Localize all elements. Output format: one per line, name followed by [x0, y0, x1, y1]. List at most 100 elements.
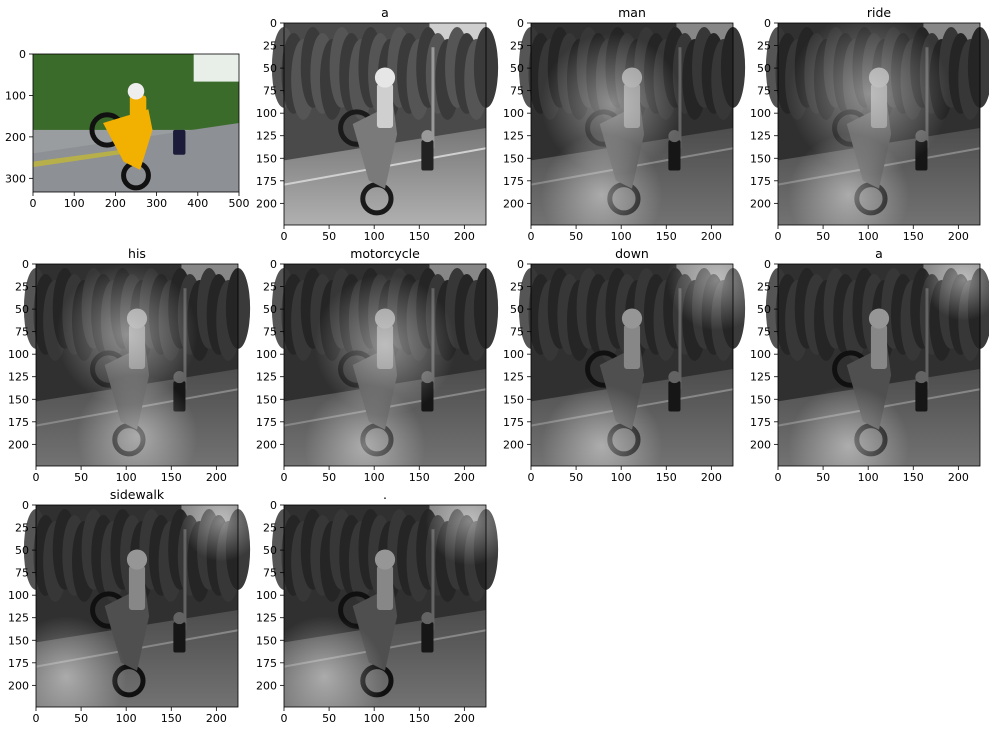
y-tick-label: 150	[256, 393, 277, 406]
y-tick-label: 25	[15, 522, 29, 535]
y-tick-label: 125	[750, 130, 771, 143]
x-tick-label: 300	[146, 197, 167, 210]
y-tick-label: 50	[510, 303, 524, 316]
y-tick-label: 25	[510, 281, 524, 294]
y-tick-label: 200	[5, 131, 26, 144]
y-tick-label: 75	[263, 567, 277, 580]
y-tick-label: 100	[8, 348, 29, 361]
attention-panel: down 0 50 100 150 200 0 25 50 75 100 125 150 175 200	[503, 229, 768, 507]
x-tick-label: 400	[187, 197, 208, 210]
y-tick-label: 150	[503, 152, 524, 165]
y-tick-label: 150	[256, 634, 277, 647]
y-tick-label: 100	[503, 348, 524, 361]
y-tick-label: 0	[270, 258, 277, 271]
y-tick-label: 175	[256, 416, 277, 429]
panel-title: sidewalk	[110, 487, 165, 502]
y-tick-label: 125	[750, 371, 771, 384]
y-tick-label: 150	[750, 393, 771, 406]
x-tick-label: 50	[74, 712, 88, 725]
y-tick-label: 200	[750, 438, 771, 451]
y-tick-label: 75	[15, 326, 29, 339]
x-tick-label: 200	[454, 712, 475, 725]
y-tick-label: 50	[757, 62, 771, 75]
y-tick-label: 100	[750, 348, 771, 361]
attention-panel: a 0 50 100 150 200 0 25 50 75 100 125 150 175 200	[256, 5, 499, 243]
y-tick-label: 200	[8, 679, 29, 692]
x-tick-label: 50	[569, 230, 583, 243]
y-tick-label: 75	[510, 326, 524, 339]
x-tick-label: 150	[903, 230, 924, 243]
y-tick-label: 125	[256, 130, 277, 143]
y-tick-label: 0	[764, 17, 771, 30]
y-tick-label: 175	[256, 657, 277, 670]
x-tick-label: 0	[281, 712, 288, 725]
y-tick-label: 200	[256, 679, 277, 692]
attention-panel: sidewalk 0 50 100 150 200 0 25 50 75 100 125 150 175 2…	[5, 480, 263, 730]
y-tick-label: 200	[750, 197, 771, 210]
y-tick-label: 200	[256, 438, 277, 451]
y-tick-label: 50	[15, 544, 29, 557]
x-tick-label: 150	[409, 471, 430, 484]
y-tick-label: 50	[263, 303, 277, 316]
y-tick-label: 25	[510, 40, 524, 53]
panel-title: a	[875, 246, 883, 261]
attention-panel: . 0 50 100 150 200 0 25 50 75 100 125 150 175 200	[256, 476, 515, 730]
x-tick-label: 50	[74, 471, 88, 484]
y-tick-label: 0	[22, 258, 29, 271]
y-tick-label: 100	[256, 107, 277, 120]
x-tick-label: 150	[656, 230, 677, 243]
x-tick-label: 200	[206, 471, 227, 484]
y-tick-label: 75	[510, 85, 524, 98]
y-tick-label: 100	[8, 589, 29, 602]
y-tick-label: 150	[503, 393, 524, 406]
y-tick-label: 25	[263, 281, 277, 294]
y-tick-label: 100	[256, 348, 277, 361]
panel-title: man	[618, 5, 646, 20]
y-tick-label: 75	[757, 326, 771, 339]
y-tick-label: 0	[764, 258, 771, 271]
x-tick-label: 200	[206, 712, 227, 725]
y-tick-label: 50	[15, 303, 29, 316]
panel-title: motorcycle	[350, 246, 420, 261]
x-tick-label: 500	[229, 197, 250, 210]
x-tick-label: 100	[116, 712, 137, 725]
y-tick-label: 150	[8, 634, 29, 647]
y-tick-label: 50	[263, 544, 277, 557]
y-tick-label: 0	[517, 17, 524, 30]
x-tick-label: 150	[903, 471, 924, 484]
panel-title: down	[615, 246, 649, 261]
x-tick-label: 100	[611, 471, 632, 484]
x-tick-label: 200	[105, 197, 126, 210]
y-tick-label: 150	[8, 393, 29, 406]
x-tick-label: 0	[775, 230, 782, 243]
y-tick-label: 175	[503, 416, 524, 429]
y-tick-label: 75	[15, 567, 29, 580]
y-tick-label: 75	[263, 85, 277, 98]
y-tick-label: 125	[8, 371, 29, 384]
y-tick-label: 0	[517, 258, 524, 271]
y-tick-label: 200	[503, 197, 524, 210]
y-tick-label: 100	[5, 89, 26, 102]
x-tick-label: 100	[364, 471, 385, 484]
y-tick-label: 200	[8, 438, 29, 451]
x-tick-label: 50	[322, 471, 336, 484]
panel-title: .	[383, 487, 387, 502]
y-tick-label: 100	[256, 589, 277, 602]
x-tick-label: 50	[569, 471, 583, 484]
y-tick-label: 150	[256, 152, 277, 165]
y-tick-label: 75	[757, 85, 771, 98]
attention-panel: his 0 50 100 150 200 0 25 50 75 100 125 150 175 200	[8, 246, 251, 497]
panel-title: his	[128, 246, 146, 261]
x-tick-label: 100	[364, 230, 385, 243]
x-tick-label: 200	[948, 230, 969, 243]
x-tick-label: 150	[656, 471, 677, 484]
x-tick-label: 0	[33, 471, 40, 484]
y-tick-label: 125	[256, 371, 277, 384]
y-tick-label: 50	[757, 303, 771, 316]
panel-title: a	[381, 5, 389, 20]
x-tick-label: 200	[454, 230, 475, 243]
x-tick-label: 50	[816, 230, 830, 243]
y-tick-label: 200	[503, 438, 524, 451]
x-tick-label: 150	[409, 712, 430, 725]
